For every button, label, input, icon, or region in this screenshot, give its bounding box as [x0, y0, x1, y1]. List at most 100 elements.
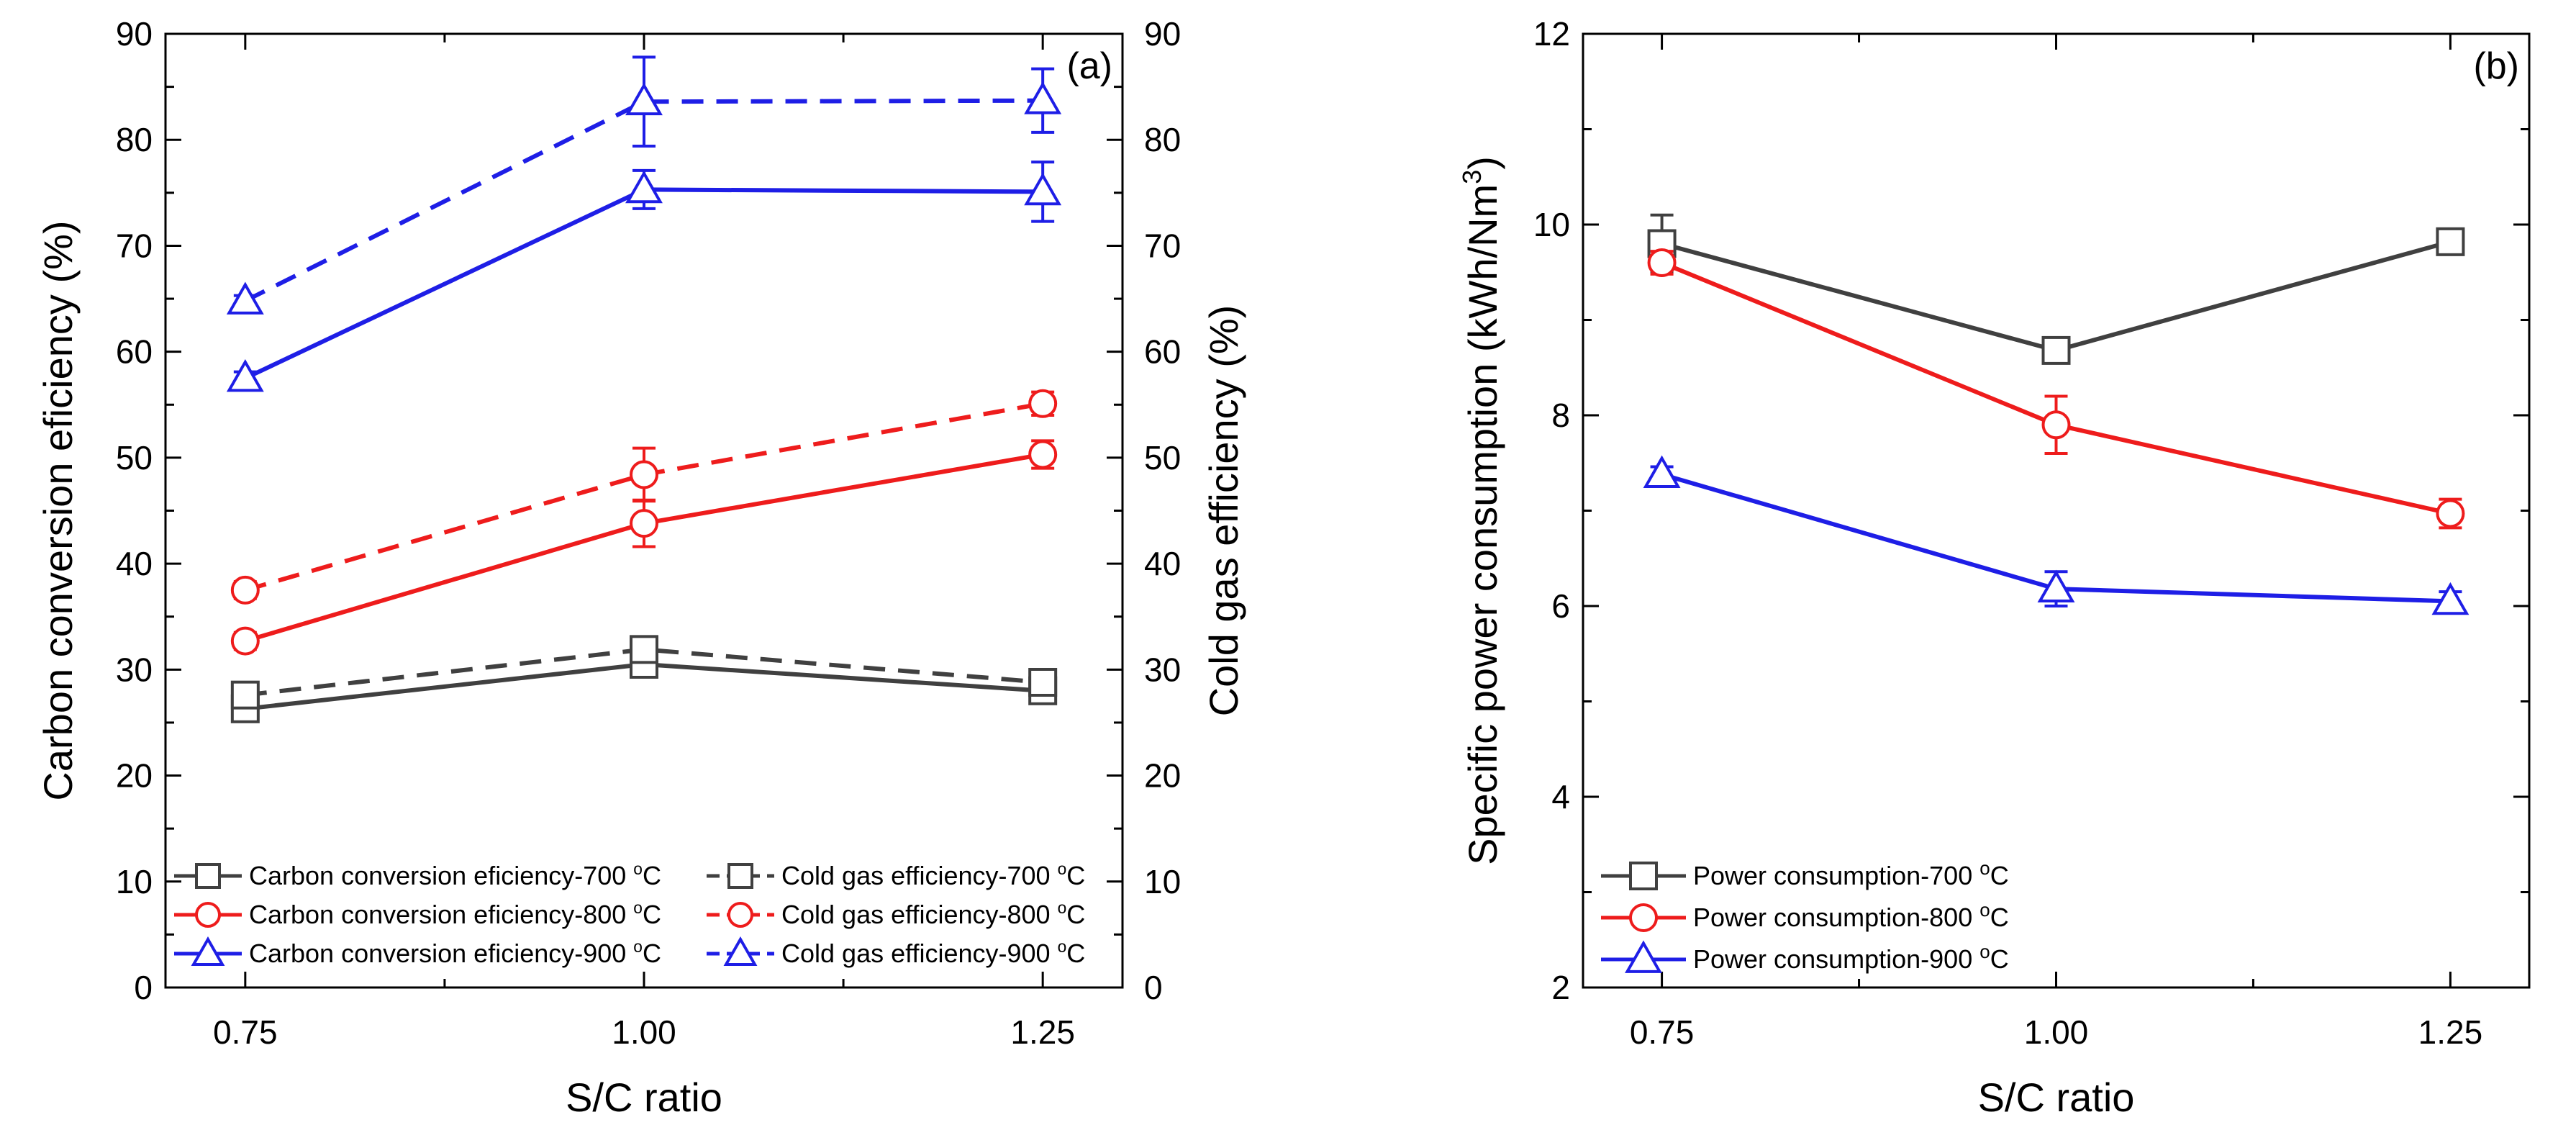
left-y-tick-label: 20	[116, 757, 153, 795]
series-line	[244, 187, 1043, 381]
legend-marker	[727, 902, 753, 928]
right-y-tick-label: 0	[1144, 969, 1163, 1006]
legend-degree: o	[1979, 899, 1990, 921]
data-point	[1024, 81, 1062, 114]
legend-marker	[1629, 862, 1658, 890]
data-point	[230, 680, 260, 710]
left-y-tick-label: 6	[1551, 587, 1570, 625]
left-y-tick-label: 80	[116, 121, 153, 158]
legend-marker	[727, 863, 753, 889]
series	[230, 439, 1058, 656]
x-tick-label: 1.25	[2418, 1013, 2483, 1051]
legend-marker	[1629, 903, 1658, 932]
data-point	[630, 460, 658, 489]
legend-marker	[195, 863, 221, 889]
legend-label: Cold gas efficiency-800 oC	[781, 898, 1085, 929]
data-point	[1028, 668, 1058, 697]
x-axis-label: S/C ratio	[1978, 1075, 2135, 1120]
legend-degree: o	[633, 859, 643, 878]
legend-degree: o	[1979, 941, 1990, 962]
series	[226, 55, 1062, 315]
left-y-tick-label: 12	[1533, 15, 1570, 53]
right-y-tick-label: 70	[1144, 227, 1181, 264]
data-point	[1024, 172, 1062, 206]
left-y-tick-label: 70	[116, 227, 153, 264]
x-tick-label: 0.75	[213, 1013, 278, 1051]
legend-label: Power consumption-700 oC	[1693, 857, 2009, 890]
data-point	[2431, 582, 2470, 615]
data-point	[1028, 440, 1058, 469]
legend-unit: C	[1066, 900, 1085, 929]
legend-unit: C	[1990, 861, 2009, 890]
legend-degree: o	[1058, 937, 1067, 956]
legend-label-text: Power consumption-800	[1693, 903, 1979, 932]
series	[1643, 455, 2470, 615]
left-y-tick-label: 0	[134, 969, 153, 1006]
legend-label-text: Cold gas efficiency-800	[781, 900, 1058, 929]
data-point	[1647, 248, 1677, 277]
legend-label: Power consumption-800 oC	[1693, 899, 2009, 932]
right-y-tick-label: 40	[1144, 545, 1181, 582]
data-point	[1028, 389, 1058, 418]
legend-unit: C	[1066, 939, 1085, 968]
data-point	[226, 358, 264, 392]
legend-marker	[723, 936, 758, 966]
legend-unit: C	[1990, 903, 2009, 932]
legend-label-text: Power consumption-900	[1693, 944, 1979, 974]
legend-label-text: Carbon conversion eficiency-800	[249, 900, 633, 929]
x-axis-label: S/C ratio	[566, 1075, 722, 1120]
legend-degree: o	[633, 937, 643, 956]
plot-frame	[1582, 32, 2531, 989]
y-axis-label: Specific power consumption (kWh/Nm3)	[1457, 156, 1505, 865]
legend-label-text: Power consumption-700	[1693, 861, 1979, 890]
left-y-axis-label: Carbon conversion eficiency (%)	[35, 220, 81, 800]
x-tick-label: 0.75	[1630, 1013, 1695, 1051]
series-line	[1661, 261, 2452, 516]
y-axis-label-text: Specific power consumption (kWh/Nm	[1460, 184, 1505, 865]
legend-unit: C	[643, 900, 661, 929]
legend-label: Carbon conversion eficiency-900 oC	[249, 937, 661, 968]
left-y-tick-label: 10	[116, 863, 153, 900]
series-line	[1661, 239, 2452, 353]
left-y-tick-label: 8	[1551, 397, 1570, 434]
legend-degree: o	[1979, 857, 1990, 879]
legend-degree: o	[1058, 898, 1067, 917]
data-point	[630, 635, 658, 664]
data-point	[230, 626, 260, 656]
data-point	[625, 82, 663, 116]
right-y-tick-label: 60	[1144, 333, 1181, 371]
legend-label-text: Cold gas efficiency-900	[781, 939, 1058, 968]
panel-label: (b)	[2473, 45, 2519, 87]
x-tick-label: 1.00	[2024, 1013, 2089, 1051]
data-point	[1643, 455, 1681, 489]
series	[1647, 248, 2465, 530]
data-point	[2041, 335, 2071, 365]
legend: Carbon conversion eficiency-700 oCCarbon…	[174, 859, 1085, 968]
left-y-tick-label: 40	[116, 545, 153, 582]
left-y-tick-label: 90	[116, 15, 153, 53]
legend-label-text: Carbon conversion eficiency-700	[249, 861, 633, 890]
legend-unit: C	[643, 861, 661, 890]
legend-label-text: Cold gas efficiency-700	[781, 861, 1058, 890]
series	[230, 635, 1058, 710]
data-point	[630, 509, 658, 538]
series	[1647, 213, 2465, 365]
legend-marker	[1625, 940, 1662, 973]
series	[226, 161, 1062, 392]
series	[230, 389, 1058, 605]
legend-degree: o	[1058, 859, 1067, 878]
data-point	[625, 170, 663, 204]
legend-degree: o	[633, 898, 643, 917]
legend-marker	[191, 936, 225, 966]
left-y-tick-label: 4	[1551, 778, 1570, 815]
data-point	[230, 575, 260, 605]
y-axis-label-superscript: 3	[1457, 170, 1487, 184]
series-line	[244, 98, 1043, 303]
data-point	[2037, 569, 2075, 603]
right-y-tick-label: 80	[1144, 121, 1181, 158]
y-axis-label-close: )	[1460, 156, 1505, 170]
legend-label-text: Carbon conversion eficiency-900	[249, 939, 633, 968]
legend-unit: C	[643, 939, 661, 968]
